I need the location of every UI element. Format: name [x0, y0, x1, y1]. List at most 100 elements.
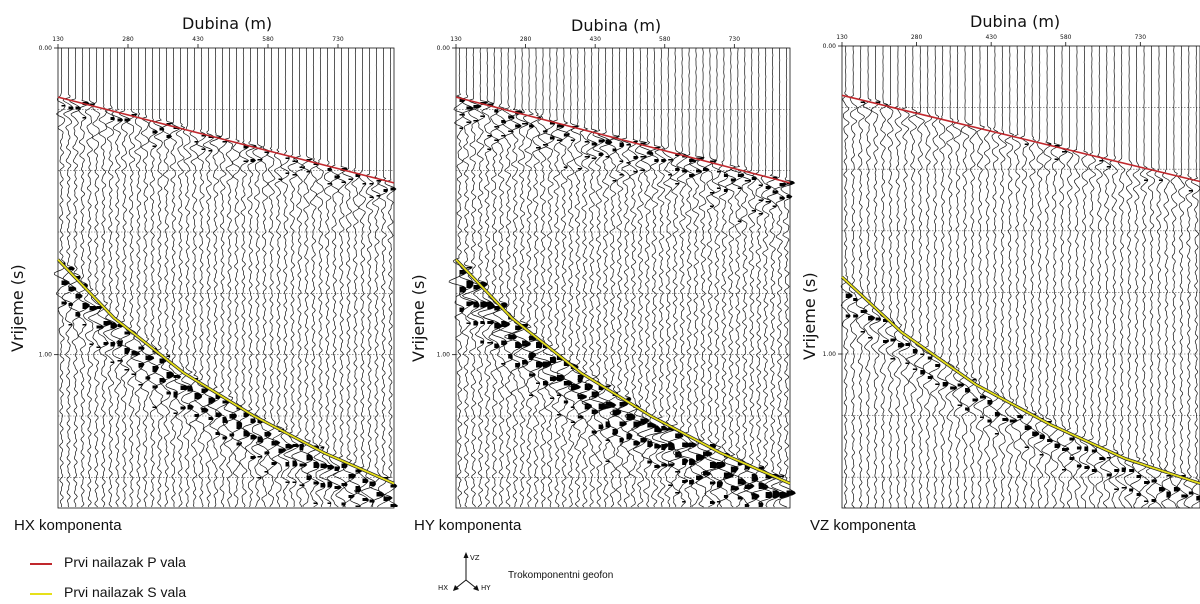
trace-fill	[1121, 487, 1127, 489]
trace-fill	[473, 120, 479, 122]
seismic-trace	[348, 47, 363, 508]
seismic-trace	[368, 47, 385, 507]
seismic-trace	[361, 47, 376, 508]
trace-fill	[633, 171, 638, 173]
trace-fill	[633, 141, 638, 143]
trace-fill	[208, 150, 213, 152]
trace-fill	[716, 187, 721, 189]
x-axis-title: Dubina (m)	[571, 16, 662, 35]
trace-fill	[633, 421, 643, 428]
trace-fill	[661, 426, 669, 431]
trace-fill	[257, 456, 262, 458]
trace-fill	[1106, 473, 1112, 477]
trace-fill	[950, 386, 957, 390]
trace-fill	[61, 105, 66, 107]
seismic-trace	[973, 45, 987, 509]
seismic-trace	[542, 47, 559, 508]
x-axis-title: Dubina (m)	[970, 12, 1061, 31]
trace-fill	[709, 192, 715, 194]
seismic-trace	[847, 45, 859, 509]
trace-fill	[935, 364, 941, 367]
seismic-trace	[898, 46, 911, 509]
trace-fill	[1136, 475, 1142, 478]
trace-fill	[222, 436, 228, 440]
trace-fill	[1039, 454, 1044, 456]
trace-fill	[591, 430, 597, 434]
seismic-trace	[532, 47, 552, 508]
seismic-trace	[200, 47, 216, 508]
trace-fill	[661, 444, 669, 450]
trace-fill	[459, 307, 465, 312]
trace-fill	[334, 175, 340, 179]
y-tick-label: 1.00	[823, 351, 837, 358]
y-tick-label: 0.00	[39, 45, 53, 52]
trace-fill	[103, 321, 112, 326]
seismic-trace	[174, 47, 189, 508]
seismic-trace	[1004, 46, 1018, 509]
trace-fill	[292, 481, 297, 483]
trace-fill	[612, 180, 617, 182]
trace-fill	[703, 471, 711, 476]
legend-swatch-p	[30, 563, 52, 565]
trace-fill	[716, 462, 726, 468]
trace-fill	[1084, 446, 1088, 451]
trace-fill	[549, 376, 558, 381]
trace-fill	[522, 360, 528, 365]
seismic-trace	[215, 47, 230, 508]
trace-fill	[772, 490, 780, 498]
trace-fill	[675, 183, 680, 185]
trace-fill	[313, 462, 320, 468]
traces	[840, 45, 1200, 509]
trace-fill	[682, 501, 686, 503]
trace-fill	[501, 321, 510, 327]
seismic-trace	[482, 47, 502, 508]
trace-fill	[942, 382, 949, 387]
trace-fill	[292, 460, 298, 467]
s-wave-line	[57, 258, 395, 485]
trace-fill	[243, 160, 249, 162]
seismic-trace	[278, 47, 294, 508]
seismic-trace	[1056, 45, 1070, 509]
trace-fill	[1032, 431, 1039, 436]
trace-fill	[598, 139, 605, 143]
seismic-trace	[959, 45, 971, 509]
seismic-trace	[730, 47, 747, 508]
trace-fill	[1002, 418, 1009, 421]
trace-fill	[89, 306, 98, 311]
component-label: HY komponenta	[414, 517, 522, 534]
x-tick-label: 280	[520, 36, 532, 43]
trace-fill	[82, 117, 86, 119]
seismic-trace	[458, 48, 475, 508]
trace-fill	[1181, 494, 1189, 498]
trace-fill	[640, 418, 649, 425]
traces	[448, 47, 796, 508]
p-wave-line	[455, 96, 791, 184]
trace-fill	[110, 361, 115, 363]
seismic-trace	[945, 46, 958, 509]
trace-fill	[737, 496, 743, 500]
seismic-trace	[855, 45, 868, 509]
trace-fill	[682, 459, 689, 465]
seismic-trace	[333, 48, 348, 508]
seismic-trace	[354, 47, 369, 508]
trace-fill	[758, 213, 763, 215]
trace-fill	[278, 448, 286, 453]
trace-fill	[299, 444, 304, 450]
trace-fill	[920, 370, 926, 375]
seismic-trace	[145, 47, 160, 508]
trace-fill	[619, 438, 624, 443]
trace-fill	[556, 394, 561, 396]
seismic-trace	[905, 45, 918, 508]
trace-fill	[619, 142, 624, 147]
trace-fill	[668, 159, 673, 161]
trace-fill	[1017, 415, 1023, 418]
trace-fill	[138, 384, 143, 386]
trace-fill	[890, 358, 896, 360]
trace-fill	[320, 463, 328, 468]
seismic-trace	[342, 48, 357, 508]
seismic-trace	[194, 47, 209, 508]
seismic-trace	[687, 47, 706, 508]
trace-fill	[1054, 443, 1061, 448]
trace-fill	[972, 379, 977, 381]
seismic-trace	[1167, 46, 1181, 509]
